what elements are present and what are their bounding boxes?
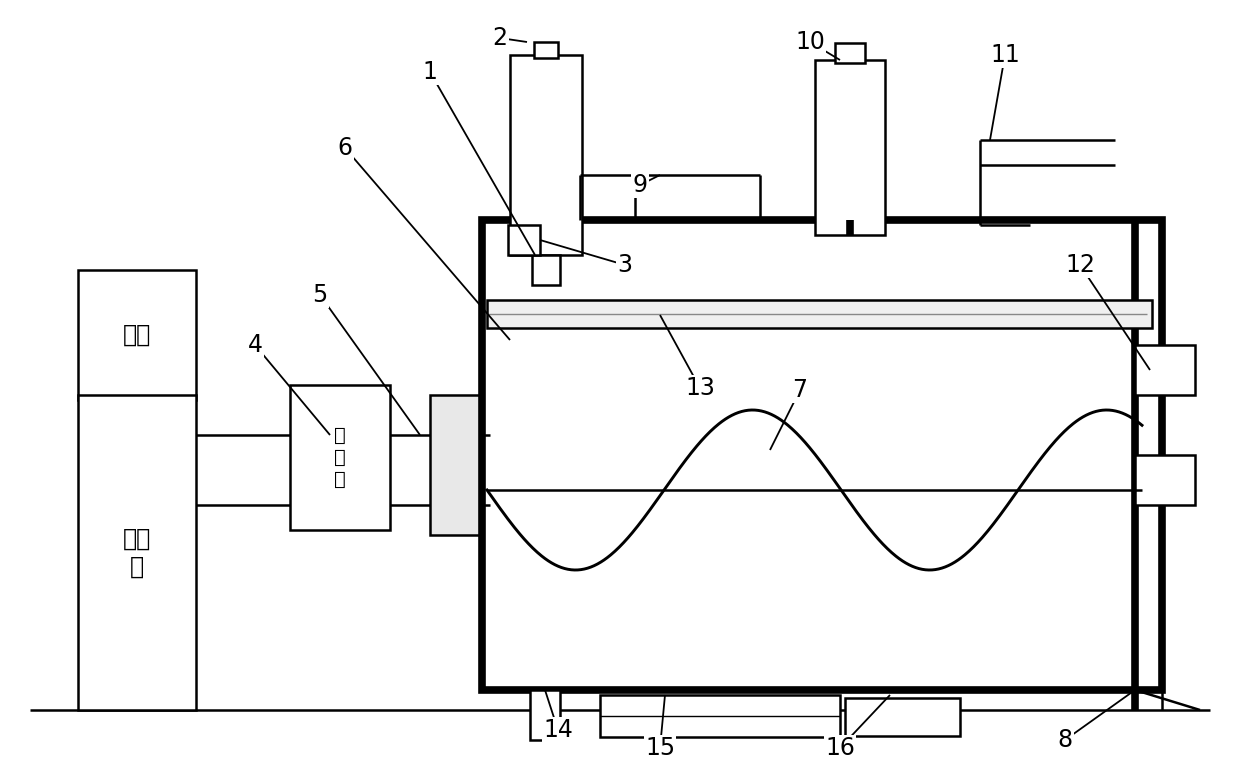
Text: 1: 1 (423, 60, 438, 84)
Bar (1135, 345, 1195, 395)
Text: 减速
器: 减速 器 (123, 527, 151, 578)
Text: 3: 3 (618, 253, 632, 277)
Text: 5: 5 (312, 283, 327, 307)
Text: 7: 7 (792, 378, 807, 402)
Text: 电机: 电机 (123, 323, 151, 347)
Text: 12: 12 (1065, 253, 1095, 277)
Bar (487, 300, 1152, 328)
Text: 11: 11 (990, 43, 1019, 67)
Bar (78, 270, 196, 400)
Bar (532, 255, 560, 285)
Text: 2: 2 (492, 26, 507, 50)
Bar (830, 120, 870, 145)
Bar (1135, 455, 1195, 505)
Bar (529, 690, 560, 740)
Text: 16: 16 (825, 736, 854, 760)
Bar (600, 695, 839, 737)
Text: 8: 8 (1058, 728, 1073, 752)
Bar (510, 55, 582, 255)
Text: 15: 15 (645, 736, 675, 760)
Bar (534, 42, 558, 58)
Text: 13: 13 (684, 376, 715, 400)
Bar (508, 225, 539, 255)
Text: 连
轴
器: 连 轴 器 (334, 426, 346, 489)
Bar (815, 60, 885, 235)
Bar (430, 395, 482, 535)
Bar (78, 395, 196, 710)
Text: 14: 14 (543, 718, 573, 742)
Bar (290, 385, 391, 530)
Text: 10: 10 (795, 30, 825, 54)
Text: 6: 6 (337, 136, 352, 160)
Bar (835, 43, 866, 63)
Bar (844, 698, 960, 736)
Text: 9: 9 (632, 173, 647, 197)
Text: 4: 4 (248, 333, 263, 357)
Bar (482, 220, 1162, 690)
